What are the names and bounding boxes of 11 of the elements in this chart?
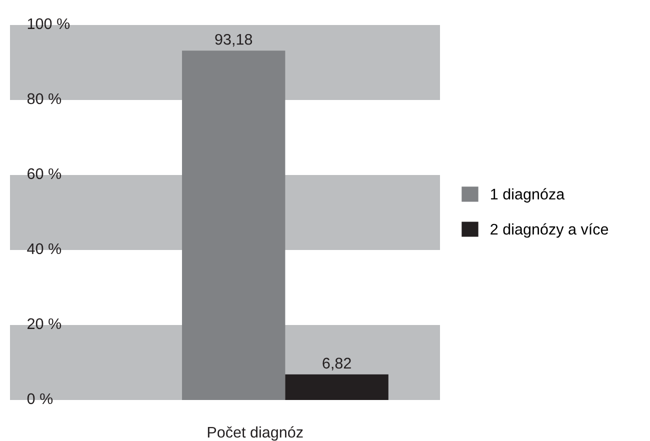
y-tick-label: 100 % [28, 18, 70, 30]
y-tick-label: 0 % [27, 393, 53, 404]
legend-label: 2 diagnózy a více [490, 223, 608, 238]
x-axis-title: Počet diagnóz [208, 426, 303, 441]
data-label: 93,18 [215, 34, 252, 47]
data-label: 6,82 [322, 358, 351, 370]
legend-label: 1 diagnóza [491, 188, 565, 203]
y-tick-label: 20 % [28, 318, 62, 330]
y-tick-label: 60 % [28, 168, 62, 180]
y-tick-label: 80 % [27, 93, 62, 104]
y-tick-label: 40 % [27, 243, 62, 254]
